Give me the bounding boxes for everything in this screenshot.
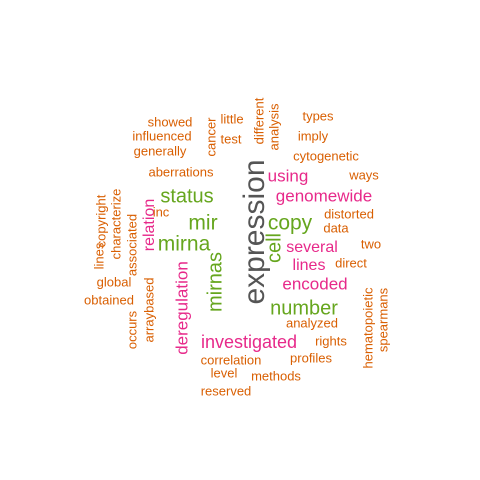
- word-several: several: [286, 239, 338, 256]
- word-imply: imply: [298, 128, 329, 143]
- word-lines: lines: [293, 257, 326, 274]
- word-global: global: [97, 274, 132, 289]
- word-using: using: [268, 166, 309, 185]
- word-copy: copy: [268, 212, 313, 235]
- word-different: different: [251, 97, 266, 144]
- word-generally: generally: [134, 143, 187, 158]
- word-relation: relation: [141, 199, 158, 251]
- word-methods: methods: [251, 368, 301, 383]
- word-copyright: copyright: [93, 194, 108, 247]
- word-level: level: [211, 365, 238, 380]
- word-rights: rights: [315, 333, 347, 348]
- word-direct: direct: [335, 255, 367, 270]
- word-mirna: mirna: [158, 233, 211, 256]
- word-arraybased: arraybased: [141, 277, 156, 342]
- word-cell: cell: [263, 233, 285, 263]
- word-two: two: [361, 236, 381, 251]
- word-occurs: occurs: [124, 310, 139, 349]
- word-genomewide: genomewide: [276, 186, 372, 205]
- word-ways: ways: [348, 167, 379, 182]
- word-obtained: obtained: [84, 292, 134, 307]
- word-mirnas: mirnas: [204, 252, 226, 312]
- word-inc: inc: [153, 204, 170, 219]
- word-cytogenetic: cytogenetic: [293, 148, 359, 163]
- word-types: types: [302, 108, 334, 123]
- word-analysis: analysis: [266, 103, 281, 150]
- word-analyzed: analyzed: [286, 315, 338, 330]
- word-little: little: [220, 111, 243, 126]
- word-reserved: reserved: [201, 383, 252, 398]
- word-hematopoietic: hematopoietic: [360, 287, 375, 368]
- word-characterize: characterize: [108, 189, 123, 260]
- word-mir: mir: [188, 212, 217, 235]
- word-investigated: investigated: [201, 332, 297, 352]
- word-associated: associated: [124, 214, 139, 276]
- word-encoded: encoded: [282, 274, 347, 293]
- word-deregulation: deregulation: [172, 261, 191, 355]
- word-status: status: [160, 185, 213, 207]
- word-expression: expression: [238, 159, 271, 304]
- word-profiles: profiles: [290, 350, 332, 365]
- word-aberrations: aberrations: [148, 164, 214, 179]
- word-distorted: distorted: [324, 206, 374, 221]
- word-test: test: [221, 131, 242, 146]
- word-number: number: [270, 297, 338, 319]
- word-cancer: cancer: [203, 117, 218, 157]
- word-spearmans: spearmans: [375, 287, 390, 352]
- word-influenced: influenced: [132, 128, 191, 143]
- word-correlation: correlation: [201, 352, 262, 367]
- word-showed: showed: [148, 114, 193, 129]
- word-lines: lines: [91, 242, 106, 269]
- word-data: data: [323, 220, 349, 235]
